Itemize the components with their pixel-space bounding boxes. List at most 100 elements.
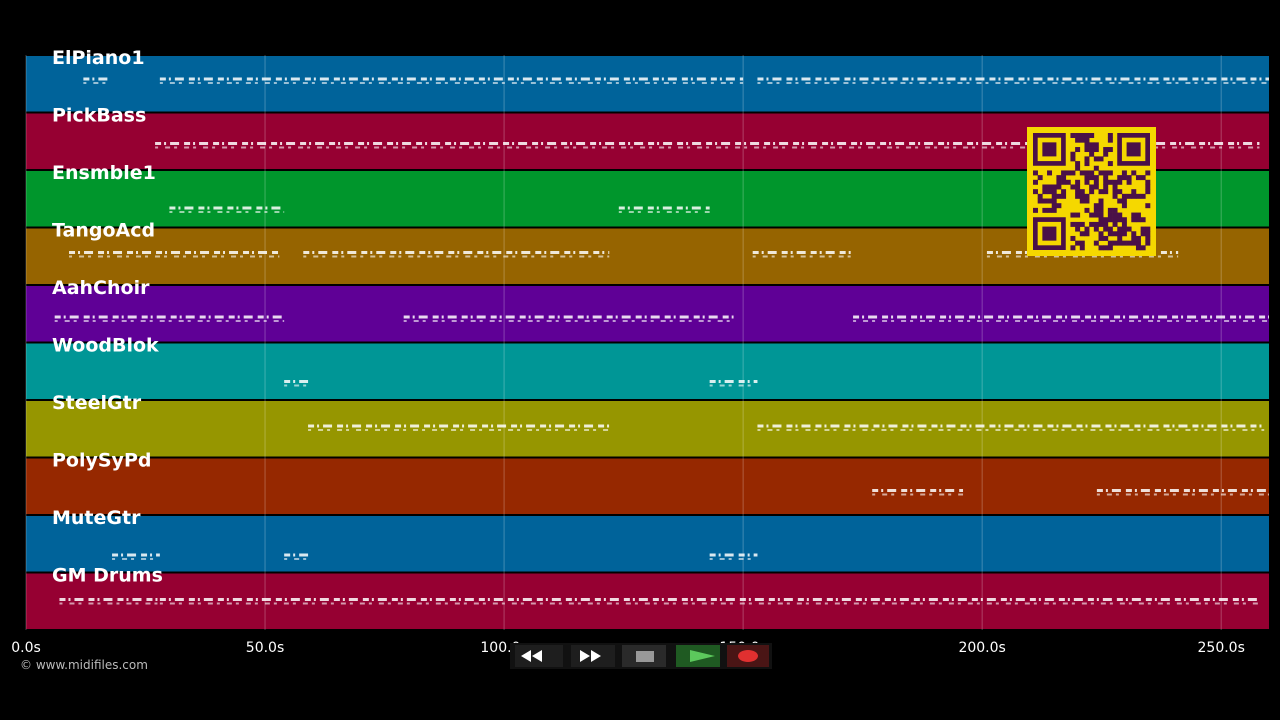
qr-module — [1135, 212, 1141, 218]
qr-module — [1131, 212, 1137, 218]
qr-module — [1135, 240, 1141, 246]
qr-module — [1079, 137, 1085, 143]
qr-module — [1093, 175, 1099, 181]
qr-module — [1070, 133, 1076, 138]
qr-module — [1075, 161, 1081, 167]
qr-module — [1107, 170, 1113, 176]
qr-module — [1135, 175, 1141, 181]
forward-button[interactable] — [571, 645, 615, 667]
qr-module — [1140, 175, 1146, 181]
qr-module — [1117, 235, 1123, 241]
qr-module — [1089, 147, 1095, 153]
qr-module — [1098, 207, 1104, 213]
qr-module — [1084, 193, 1090, 199]
qr-module — [1107, 179, 1113, 185]
qr-module — [1042, 198, 1048, 204]
qr-module — [1075, 240, 1081, 246]
qr-module — [1075, 184, 1081, 190]
track-band — [26, 401, 1269, 457]
qr-module — [1079, 133, 1085, 138]
rewind-button[interactable] — [515, 645, 563, 667]
qr-module — [1112, 221, 1118, 227]
qr-module — [1093, 207, 1099, 213]
qr-module — [1121, 226, 1127, 232]
qr-module — [1042, 207, 1048, 213]
qr-module — [1061, 189, 1067, 195]
qr-module — [1093, 203, 1099, 209]
qr-module — [1089, 175, 1095, 181]
record-button[interactable] — [727, 645, 769, 667]
qr-module — [1117, 212, 1123, 218]
x-tick-label: 0.0s — [11, 640, 41, 656]
qr-module — [1121, 170, 1127, 176]
qr-code — [1027, 127, 1156, 256]
qr-module — [1079, 170, 1085, 176]
qr-module — [1103, 189, 1109, 195]
qr-module — [1047, 184, 1053, 190]
qr-module — [1084, 231, 1090, 237]
track-name: WoodBlok — [52, 335, 159, 357]
qr-module — [1047, 207, 1053, 213]
qr-module — [1121, 221, 1127, 227]
qr-module — [1093, 240, 1099, 246]
qr-module — [1061, 175, 1067, 181]
qr-module — [1084, 147, 1090, 153]
qr-module — [1047, 198, 1053, 204]
qr-module — [1070, 235, 1076, 241]
qr-module — [1112, 240, 1118, 246]
qr-module — [1112, 184, 1118, 190]
qr-module — [1103, 151, 1109, 157]
track-name: GM Drums — [52, 565, 163, 587]
qr-module — [1112, 231, 1118, 237]
qr-module — [1135, 193, 1141, 199]
qr-module — [1084, 170, 1090, 176]
track-names: ElPiano1 PickBass Ensmble1 TangoAcd AahChoir… — [52, 47, 163, 587]
qr-module — [1075, 189, 1081, 195]
record-icon — [738, 650, 758, 662]
qr-module — [1145, 203, 1151, 209]
qr-module — [1056, 203, 1062, 209]
notes — [54, 77, 1269, 605]
qr-module — [1089, 133, 1095, 138]
qr-module — [1103, 221, 1109, 227]
track-band — [26, 286, 1269, 342]
qr-module — [1131, 170, 1137, 176]
qr-module — [1103, 179, 1109, 185]
qr-module — [1135, 217, 1141, 223]
qr-module — [1061, 179, 1067, 185]
play-button[interactable] — [676, 645, 720, 667]
qr-module — [1089, 142, 1095, 148]
qr-module — [1079, 245, 1085, 251]
qr-module — [1131, 231, 1137, 237]
qr-module — [1051, 207, 1057, 213]
qr-module — [1112, 212, 1118, 218]
qr-module — [1093, 156, 1099, 162]
qr-module — [1093, 147, 1099, 153]
stop-button[interactable] — [622, 645, 666, 667]
qr-module — [1056, 179, 1062, 185]
qr-module — [1056, 193, 1062, 199]
qr-module — [1061, 170, 1067, 176]
qr-module — [1103, 245, 1109, 251]
qr-module — [1089, 212, 1095, 218]
qr-module — [1126, 193, 1132, 199]
qr-module — [1075, 221, 1081, 227]
qr-module — [1098, 245, 1104, 251]
qr-module — [1098, 203, 1104, 209]
qr-module — [1037, 175, 1043, 181]
forward-icon — [580, 650, 601, 662]
qr-module — [1042, 189, 1048, 195]
qr-module — [1140, 217, 1146, 223]
qr-module — [1079, 189, 1085, 195]
track-name: AahChoir — [52, 277, 150, 299]
qr-module — [1042, 184, 1048, 190]
qr-module — [1121, 217, 1127, 223]
x-tick-label: 250.0s — [1198, 640, 1245, 656]
qr-module — [1070, 184, 1076, 190]
track-band — [26, 516, 1269, 572]
qr-module — [1098, 170, 1104, 176]
track-name: TangoAcd — [52, 220, 155, 242]
qr-module — [1070, 221, 1076, 227]
qr-module — [1037, 198, 1043, 204]
track-name: MuteGtr — [52, 507, 141, 529]
